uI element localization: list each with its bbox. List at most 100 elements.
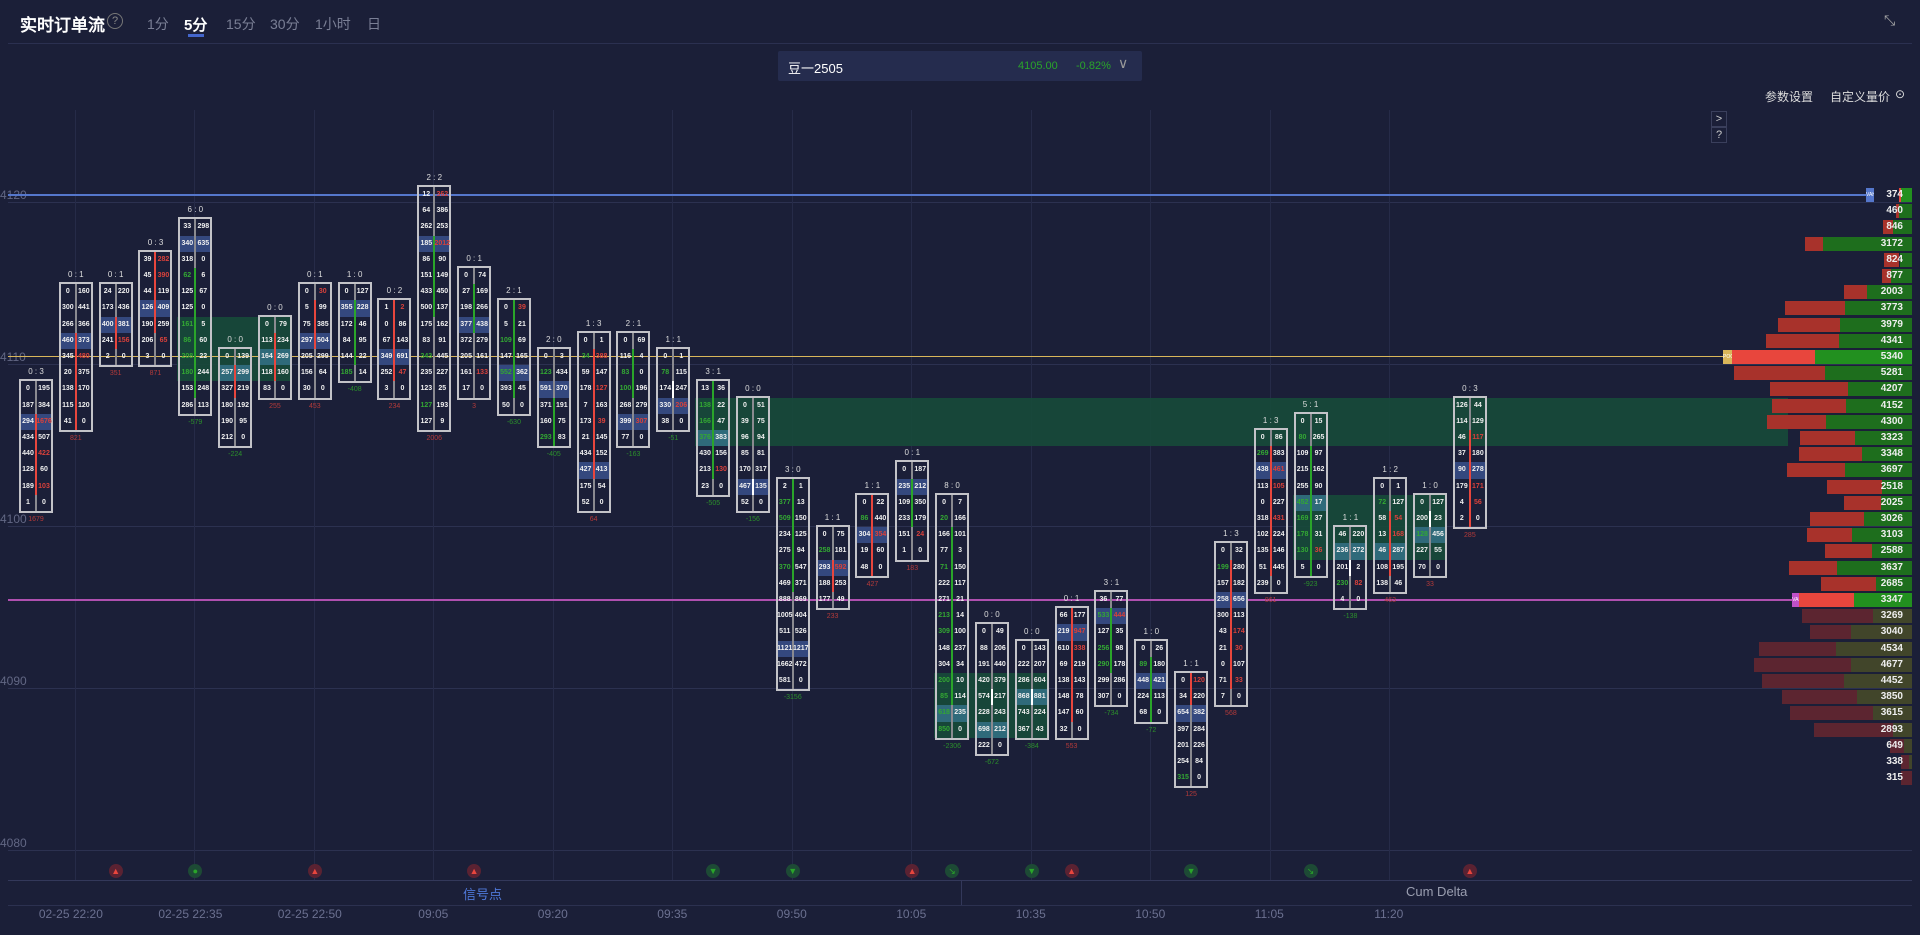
bid-volume: 156 bbox=[300, 369, 313, 377]
ask-volume: 390 bbox=[157, 272, 170, 279]
time-label: 09:35 bbox=[657, 907, 688, 921]
signal-down-icon[interactable]: ▼ bbox=[1024, 864, 1039, 878]
ask-volume: 370 bbox=[555, 385, 568, 393]
bid-volume: 115 bbox=[62, 401, 74, 409]
candle-highlight-row bbox=[140, 300, 171, 317]
candle-delta: -2306 bbox=[943, 742, 962, 750]
bid-volume: 0 bbox=[265, 320, 269, 328]
ask-volume: 54 bbox=[597, 482, 606, 490]
ask-volume: 31 bbox=[1314, 531, 1323, 539]
bid-volume: 377 bbox=[778, 498, 791, 506]
candle-body bbox=[473, 284, 476, 333]
bid-volume: 30 bbox=[302, 385, 311, 393]
bid-volume: 201 bbox=[1177, 741, 1189, 749]
custom-volume-price-link[interactable]: 自定义量价 bbox=[1830, 90, 1891, 104]
candle-box bbox=[1373, 476, 1408, 594]
tab-15min[interactable]: 15分 bbox=[226, 16, 256, 32]
profile-bar-sell bbox=[1814, 722, 1894, 737]
bid-volume: 2 bbox=[105, 353, 110, 360]
bid-volume: 123 bbox=[420, 385, 433, 393]
signal-up-icon[interactable]: ▲ bbox=[1064, 864, 1079, 878]
candle-header: 0 : 0 bbox=[745, 383, 761, 393]
signal-hook-icon[interactable]: ↘ bbox=[1303, 864, 1318, 878]
signal-up-icon[interactable]: ▲ bbox=[307, 864, 322, 878]
signal-up-icon[interactable]: ▲ bbox=[905, 864, 920, 878]
bid-volume: 199 bbox=[1217, 563, 1229, 571]
ask-volume: 114 bbox=[954, 693, 966, 701]
ask-volume: 60 bbox=[876, 547, 885, 555]
symbol-selector[interactable]: 豆一2505 4105.00 -0.82% ∨ bbox=[778, 51, 1142, 81]
candle-header: 1 : 3 bbox=[585, 318, 602, 328]
candle-body bbox=[791, 478, 794, 592]
signal-down-icon[interactable]: ▼ bbox=[1184, 864, 1199, 878]
ask-volume: 440 bbox=[994, 660, 1006, 668]
candle-header: 0 : 3 bbox=[1462, 383, 1478, 393]
candle-header: 0 : 1 bbox=[1063, 594, 1080, 604]
ask-volume: 386 bbox=[436, 207, 449, 215]
candle-box bbox=[1413, 492, 1448, 578]
bid-volume: 430 bbox=[699, 450, 711, 458]
bid-volume: 116 bbox=[619, 353, 632, 360]
ask-volume: 156 bbox=[117, 336, 130, 344]
expand-button[interactable]: > bbox=[1711, 111, 1727, 127]
signal-circle-icon[interactable]: ● bbox=[188, 864, 203, 878]
compress-icon[interactable]: ⤡ bbox=[1884, 12, 1896, 28]
candle-highlight-row bbox=[817, 559, 848, 576]
bid-volume: 286 bbox=[1017, 677, 1030, 684]
bid-volume: 420 bbox=[978, 677, 990, 684]
ask-volume: 0 bbox=[1117, 693, 1122, 701]
bid-volume: 113 bbox=[1257, 482, 1269, 490]
tab-signals[interactable]: 信号点 bbox=[463, 887, 503, 902]
bid-volume: 118 bbox=[261, 369, 273, 377]
candle-divider bbox=[313, 284, 316, 398]
highlight-zone bbox=[695, 397, 1788, 447]
ask-volume: 0 bbox=[161, 353, 166, 360]
bid-volume: 271 bbox=[938, 596, 950, 603]
candle-highlight-row bbox=[299, 332, 330, 349]
ask-volume: 23 bbox=[1434, 515, 1442, 522]
tab-5min[interactable]: 5分 bbox=[184, 17, 208, 34]
ask-volume: 120 bbox=[1193, 677, 1205, 684]
candle-highlight-row bbox=[498, 365, 529, 382]
candle-body bbox=[313, 300, 316, 349]
ask-volume: 224 bbox=[1033, 709, 1046, 717]
bid-volume: 610 bbox=[1057, 644, 1070, 652]
bid-volume: 222 bbox=[978, 741, 990, 749]
ask-volume: 0 bbox=[758, 498, 763, 506]
tab-1min[interactable]: 1分 bbox=[147, 16, 169, 32]
ask-volume: 0 bbox=[719, 482, 724, 490]
bid-volume: 34 bbox=[1179, 693, 1187, 701]
tab-30min[interactable]: 30分 bbox=[270, 16, 300, 32]
ask-volume: 195 bbox=[1392, 563, 1405, 571]
candle-highlight-row bbox=[60, 332, 91, 349]
params-settings-link[interactable]: 参数设置 bbox=[1765, 90, 1814, 104]
ask-volume: 191 bbox=[555, 401, 568, 409]
ask-volume: 17 bbox=[1314, 498, 1323, 506]
question-button[interactable]: ? bbox=[1711, 127, 1727, 143]
profile-bar-sell bbox=[1787, 463, 1845, 478]
candle-divider bbox=[831, 527, 834, 609]
signal-hook-icon[interactable]: ↘ bbox=[945, 864, 960, 878]
tab-cum-delta[interactable]: Cum Delta bbox=[1406, 884, 1468, 899]
signal-up-icon[interactable]: ▲ bbox=[467, 864, 482, 878]
profile-volume-label: 2003 bbox=[1880, 286, 1903, 298]
ask-volume: 174 bbox=[1233, 628, 1245, 636]
tab-day[interactable]: 日 bbox=[367, 16, 381, 32]
signal-down-icon[interactable]: ▼ bbox=[706, 864, 721, 878]
candle-box bbox=[98, 282, 133, 368]
candle-header: 6 : 0 bbox=[187, 205, 204, 215]
gear-icon[interactable]: ⊙ bbox=[1895, 87, 1906, 101]
ask-volume: 143 bbox=[396, 336, 409, 344]
ask-volume: 196 bbox=[635, 385, 648, 393]
bid-volume: 1 bbox=[384, 304, 389, 312]
signal-up-icon[interactable]: ▲ bbox=[1462, 864, 1477, 878]
signal-up-icon[interactable]: ▲ bbox=[108, 864, 123, 878]
candle-highlight-row bbox=[897, 478, 928, 495]
candle-box bbox=[895, 460, 930, 562]
signal-down-icon[interactable]: ▼ bbox=[785, 864, 800, 878]
candle-highlight-row bbox=[1136, 673, 1167, 690]
active-tab-indicator bbox=[188, 34, 204, 37]
help-icon[interactable]: ? bbox=[107, 13, 123, 29]
tab-1hour[interactable]: 1小时 bbox=[315, 16, 351, 32]
ask-volume: 299 bbox=[316, 353, 329, 360]
